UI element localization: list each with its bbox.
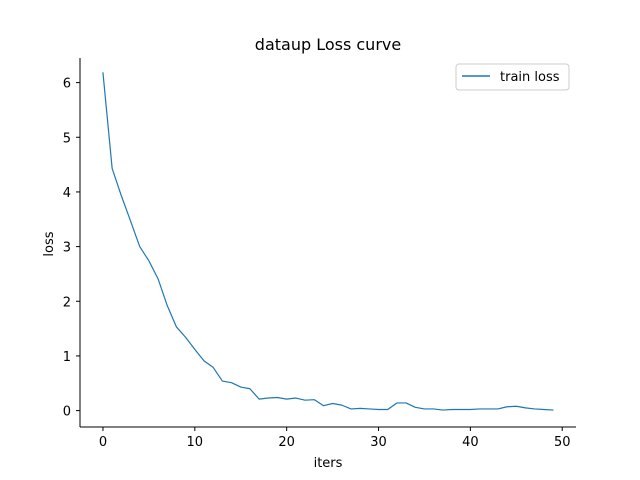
ticks: 0 10 20 30 40 50 0 1 2 3 4 5 6 xyxy=(63,77,571,450)
axes xyxy=(79,58,576,428)
x-tick-label: 30 xyxy=(370,435,387,450)
y-tick-label: 1 xyxy=(63,350,71,365)
legend: train loss xyxy=(455,63,570,91)
x-tick-label: 0 xyxy=(99,435,107,450)
y-tick-label: 5 xyxy=(63,131,71,146)
x-tick-label: 50 xyxy=(554,435,571,450)
series-layer xyxy=(102,72,554,411)
y-tick-label: 3 xyxy=(63,241,71,256)
legend-label-train-loss: train loss xyxy=(500,70,560,85)
y-tick-label: 0 xyxy=(63,405,71,420)
y-axis-label: loss xyxy=(42,231,57,256)
legend-box xyxy=(455,63,570,91)
y-tick-label: 2 xyxy=(63,295,71,310)
x-tick-label: 20 xyxy=(278,435,295,450)
x-tick-label: 40 xyxy=(462,435,479,450)
series-line-train-loss xyxy=(102,72,554,411)
x-axis-label: iters xyxy=(314,456,343,471)
y-tick-label: 4 xyxy=(63,186,71,201)
y-tick-label: 6 xyxy=(63,77,71,92)
x-tick-label: 10 xyxy=(187,435,204,450)
chart-title: dataup Loss curve xyxy=(255,35,401,54)
